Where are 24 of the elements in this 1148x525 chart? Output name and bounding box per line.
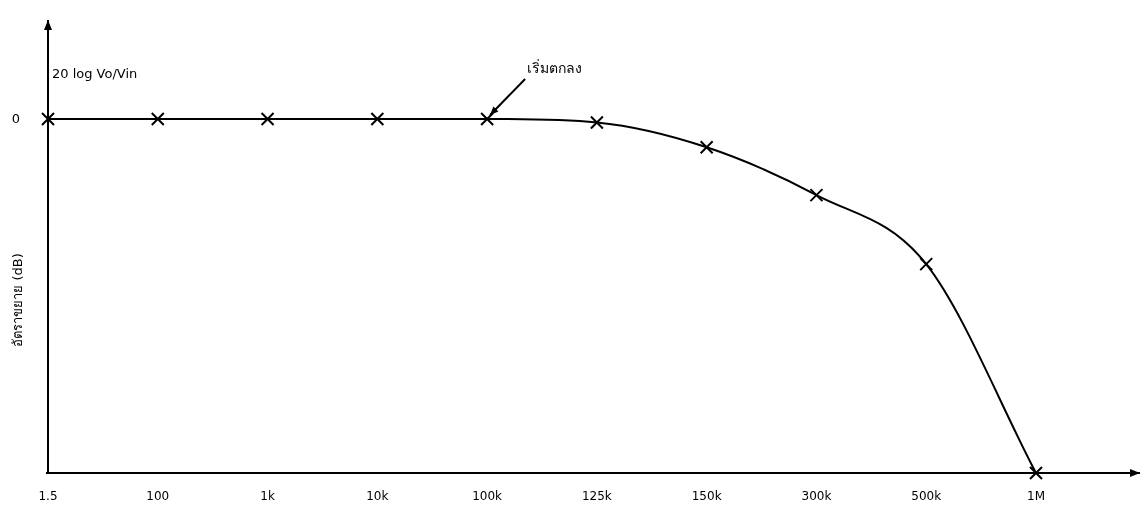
point bbox=[41, 112, 55, 126]
x-tick-label: 1k bbox=[260, 489, 275, 503]
x-tick-label: 150k bbox=[691, 489, 722, 503]
point bbox=[480, 112, 495, 126]
point bbox=[809, 188, 824, 203]
x-tick-label: 10k bbox=[366, 489, 389, 503]
x-tick-label: 300k bbox=[801, 489, 832, 503]
point bbox=[260, 112, 275, 126]
x-tick-label: 100k bbox=[472, 489, 503, 503]
x-tick-label: 100 bbox=[146, 489, 170, 503]
x-tick-label: 1M bbox=[1027, 489, 1045, 503]
x-tick-label: 125k bbox=[581, 489, 612, 503]
point bbox=[1029, 466, 1043, 480]
point bbox=[919, 257, 934, 272]
text: 20 log Vo/Vin bbox=[52, 66, 138, 81]
point bbox=[699, 140, 714, 155]
point bbox=[370, 112, 385, 126]
point bbox=[150, 112, 165, 126]
x-tick-label: 1.5 bbox=[38, 489, 58, 503]
annotation: เริ่มตกลง bbox=[527, 59, 583, 76]
x-tick-label: 500k bbox=[911, 489, 942, 503]
point bbox=[589, 115, 604, 130]
y-axis-title: อัตราขยาย (dB) bbox=[10, 253, 25, 347]
text: 0 bbox=[11, 111, 21, 126]
